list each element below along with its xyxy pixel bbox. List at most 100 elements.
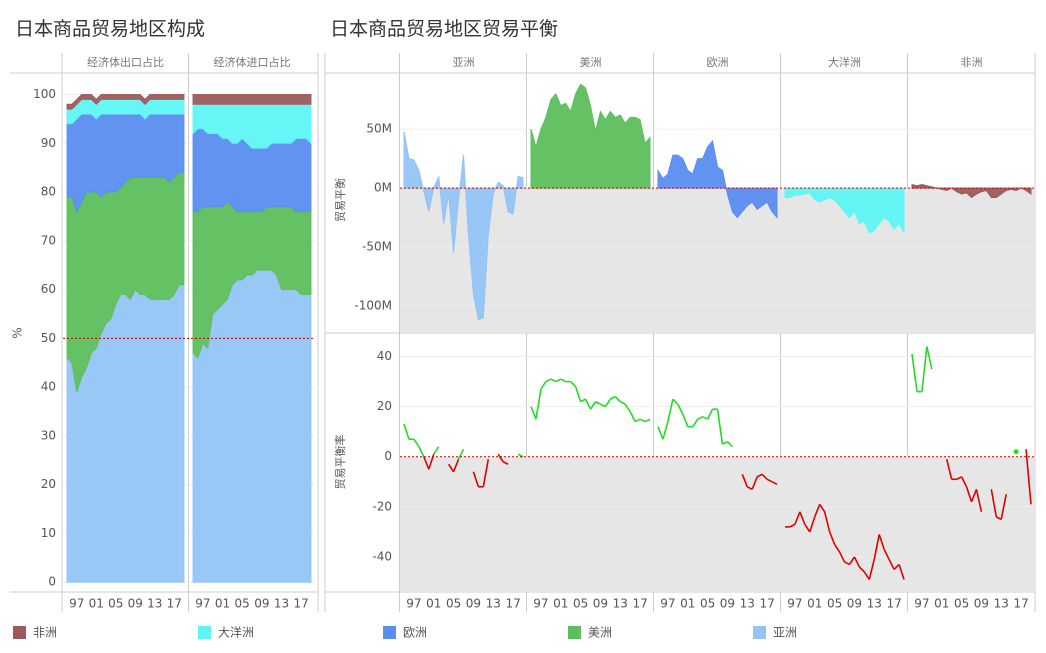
y-tick-label: 0 xyxy=(384,449,392,463)
y-tick-label: -100M xyxy=(354,298,392,312)
x-tick-label: 09 xyxy=(593,597,608,611)
rate-segment xyxy=(883,549,890,560)
rate-segment xyxy=(667,398,674,422)
rate-segment xyxy=(433,446,440,455)
rate-segment xyxy=(1025,449,1032,505)
rate-segment xyxy=(804,523,811,533)
chart-title: 日本商品贸易地区构成 xyxy=(15,18,205,40)
rate-segment xyxy=(848,556,856,565)
rate-point xyxy=(1013,449,1019,455)
y-tick-label: 100 xyxy=(33,87,56,101)
y-axis-label: % xyxy=(11,327,25,338)
rate-segment xyxy=(823,511,831,533)
rate-segment xyxy=(956,476,962,480)
rate-segment xyxy=(965,486,973,503)
rate-segment xyxy=(945,459,953,480)
rate-segment xyxy=(418,446,425,458)
rate-segment xyxy=(692,418,699,428)
y-tick-label: 60 xyxy=(41,282,56,296)
x-tick-label: 09 xyxy=(847,597,862,611)
rate-segment xyxy=(789,523,796,528)
rate-segment xyxy=(746,486,753,491)
area xyxy=(403,131,524,321)
legend-label: 非洲 xyxy=(33,626,57,640)
rate-segment xyxy=(619,400,626,405)
rate-segment xyxy=(457,448,465,460)
x-tick-label: 05 xyxy=(446,597,461,611)
area xyxy=(192,94,312,105)
rate-segment xyxy=(833,543,841,553)
rate-segment xyxy=(672,398,679,405)
rate-segment xyxy=(893,563,900,571)
legend-label: 美洲 xyxy=(588,626,612,640)
x-tick-label: 13 xyxy=(994,597,1009,611)
negative-band xyxy=(400,188,1035,333)
legend-swatch xyxy=(383,626,396,639)
x-tick-label: 17 xyxy=(759,597,774,611)
rate-segment xyxy=(828,531,836,545)
x-tick-label: 17 xyxy=(167,597,182,611)
x-tick-label: 05 xyxy=(827,597,842,611)
rate-segment xyxy=(545,378,552,383)
rate-segment xyxy=(580,398,586,403)
legend-swatch xyxy=(198,626,211,639)
y-tick-label: 10 xyxy=(41,526,56,540)
rate-segment xyxy=(898,564,905,580)
rate-segment xyxy=(662,421,669,440)
x-tick-label: 97 xyxy=(533,597,548,611)
legend-swatch xyxy=(753,626,766,639)
rate-segment xyxy=(604,398,612,408)
y-tick-label: 70 xyxy=(41,233,56,247)
rate-segment xyxy=(722,440,728,445)
area xyxy=(66,94,185,110)
legend-label: 大洋洲 xyxy=(218,625,254,640)
rate-segment xyxy=(863,571,870,580)
rate-segment xyxy=(570,381,577,388)
rate-segment xyxy=(614,396,621,403)
rate-segment xyxy=(560,378,567,383)
panel-header: 欧洲 xyxy=(707,56,729,69)
panel-header: 非洲 xyxy=(961,56,983,69)
rate-segment xyxy=(677,403,684,415)
x-tick-label: 13 xyxy=(740,597,755,611)
rate-segment xyxy=(926,346,933,370)
y-tick-label: 20 xyxy=(377,399,392,413)
x-tick-label: 09 xyxy=(720,597,735,611)
rate-segment xyxy=(726,441,733,448)
rate-segment xyxy=(624,403,631,413)
x-tick-label: 97 xyxy=(660,597,675,611)
rate-segment xyxy=(771,481,778,486)
y-tick-label: 0 xyxy=(48,575,56,589)
rate-segment xyxy=(858,566,865,573)
rate-segment xyxy=(888,559,895,570)
rate-segment xyxy=(447,463,455,473)
rate-segment xyxy=(497,453,504,463)
legend-swatch xyxy=(13,626,26,639)
rate-segment xyxy=(819,503,826,513)
rate-segment xyxy=(921,346,928,392)
rate-segment xyxy=(716,409,724,445)
rate-segment xyxy=(794,511,801,525)
x-tick-label: 01 xyxy=(426,597,441,611)
rate-segment xyxy=(644,418,651,423)
x-tick-label: 97 xyxy=(195,597,210,611)
x-tick-label: 05 xyxy=(954,597,969,611)
legend-label: 亚洲 xyxy=(773,626,797,640)
rate-segment xyxy=(452,458,460,473)
y-tick-label: 0M xyxy=(374,181,392,195)
rate-segment xyxy=(639,418,646,423)
x-tick-label: 01 xyxy=(807,597,822,611)
rate-segment xyxy=(595,400,601,405)
rate-segment xyxy=(970,489,978,503)
x-tick-label: 05 xyxy=(700,597,715,611)
rate-segment xyxy=(502,461,509,465)
panel-header: 经济体出口占比 xyxy=(87,55,164,69)
rate-segment xyxy=(657,426,664,440)
panel-header: 大洋洲 xyxy=(828,55,861,69)
x-tick-label: 13 xyxy=(274,597,289,611)
legend-label: 欧洲 xyxy=(403,626,427,640)
x-tick-label: 09 xyxy=(466,597,481,611)
y-axis-label: 贸易平衡 xyxy=(334,178,347,222)
rate-segment xyxy=(609,395,616,400)
